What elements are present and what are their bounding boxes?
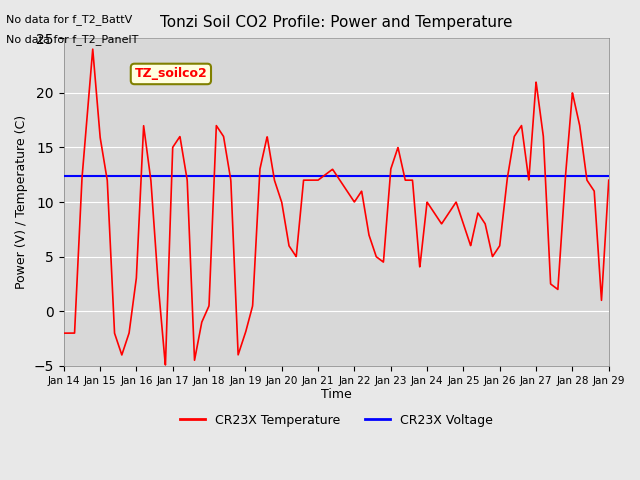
Text: No data for f_T2_BattV: No data for f_T2_BattV — [6, 14, 132, 25]
Title: Tonzi Soil CO2 Profile: Power and Temperature: Tonzi Soil CO2 Profile: Power and Temper… — [160, 15, 513, 30]
Y-axis label: Power (V) / Temperature (C): Power (V) / Temperature (C) — [15, 115, 28, 289]
Text: No data for f_T2_PanelT: No data for f_T2_PanelT — [6, 34, 139, 45]
Text: TZ_soilco2: TZ_soilco2 — [134, 68, 207, 81]
Legend: CR23X Temperature, CR23X Voltage: CR23X Temperature, CR23X Voltage — [175, 409, 498, 432]
X-axis label: Time: Time — [321, 388, 351, 401]
